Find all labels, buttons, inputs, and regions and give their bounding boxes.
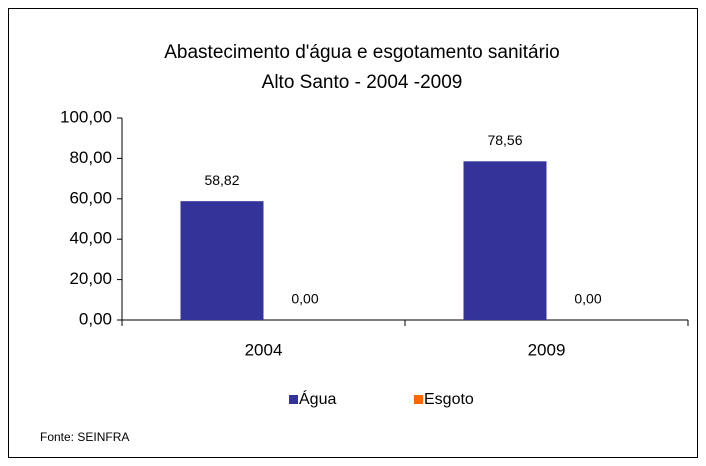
value-label: 0,00 [291, 291, 318, 307]
chart-subtitle: Alto Santo - 2004 -2009 [262, 72, 463, 93]
bar [180, 201, 264, 320]
legend-label: Esgoto [424, 391, 474, 408]
y-tick-label: 20,00 [69, 269, 112, 288]
value-label: 78,56 [487, 132, 522, 148]
x-tick-label: 2004 [245, 340, 283, 359]
source-note: Fonte: SEINFRA [40, 430, 129, 444]
y-tick-label: 60,00 [69, 188, 112, 207]
y-tick-label: 80,00 [69, 148, 112, 167]
y-tick-label: 40,00 [69, 229, 112, 248]
legend-swatch [414, 395, 423, 404]
bar [463, 161, 547, 320]
legend-label: Água [299, 389, 336, 408]
chart-border [8, 8, 698, 458]
chart-title: Abastecimento d'água e esgotamento sanit… [164, 42, 560, 63]
legend-swatch [289, 395, 298, 404]
y-tick-label: 100,00 [60, 107, 112, 126]
value-label: 0,00 [574, 291, 601, 307]
y-tick-label: 0,00 [79, 309, 112, 328]
value-label: 58,82 [204, 172, 239, 188]
x-tick-label: 2009 [528, 340, 566, 359]
